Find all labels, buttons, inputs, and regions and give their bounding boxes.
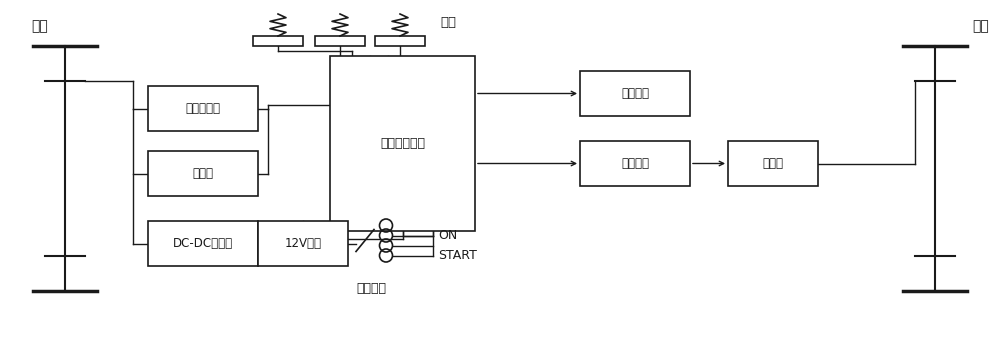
Text: ON: ON [438, 229, 458, 242]
Text: 前轮: 前轮 [31, 19, 48, 33]
Bar [148, 151, 258, 196]
Bar [148, 221, 258, 266]
Text: 变速箱: 变速箱 [763, 157, 784, 170]
Text: START: START [438, 249, 477, 262]
Bar [580, 141, 690, 186]
Bar [315, 36, 365, 46]
Text: 踏板: 踏板 [440, 16, 456, 30]
Bar [580, 71, 690, 116]
Text: 12V电瓶: 12V电瓶 [285, 237, 322, 250]
Text: 打火机构: 打火机构 [356, 282, 386, 295]
Text: 电池组: 电池组 [192, 167, 214, 180]
Bar [258, 221, 348, 266]
Text: 驱动电机: 驱动电机 [621, 157, 649, 170]
Text: 车载电器: 车载电器 [621, 87, 649, 100]
Bar [330, 56, 475, 231]
Bar [253, 36, 303, 46]
Bar [375, 36, 425, 46]
Text: 电机控制器: 电机控制器 [186, 102, 220, 115]
Bar [728, 141, 818, 186]
Text: 整车控制装置: 整车控制装置 [380, 137, 425, 150]
Bar [148, 86, 258, 131]
Text: DC-DC转换器: DC-DC转换器 [173, 237, 233, 250]
Text: 后轮: 后轮 [972, 19, 989, 33]
